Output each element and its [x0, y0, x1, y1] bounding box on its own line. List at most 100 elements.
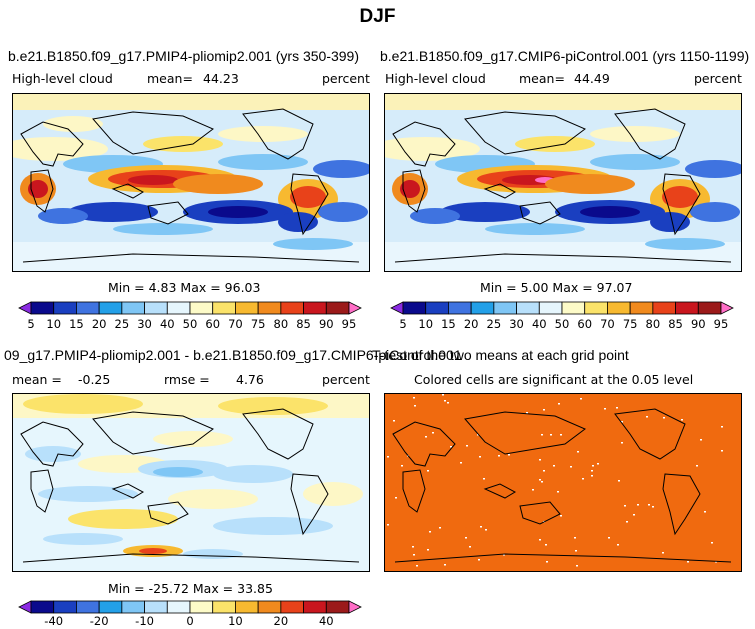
colorbar-segment: [470, 301, 495, 315]
colorbar-tick-label: 0: [186, 614, 194, 628]
colorbar-tick-label: 40: [318, 614, 334, 628]
colorbar-tick-label: 60: [577, 317, 593, 331]
colorbar-tick-label: 10: [418, 317, 434, 331]
colorbar-segment: [303, 600, 327, 614]
panel-2-units: percent: [694, 71, 742, 86]
nonsignificant-cell: [508, 454, 510, 456]
colorbar-segment: [76, 301, 100, 315]
nonsignificant-cell: [478, 559, 480, 561]
nonsignificant-cell: [543, 470, 545, 472]
nonsignificant-cell: [553, 465, 555, 467]
nonsignificant-cell: [466, 445, 468, 447]
panel-4-subtitle: Colored cells are significant at the 0.0…: [414, 372, 694, 387]
colorbar-segment: [257, 301, 282, 315]
colorbar-segment: [425, 301, 449, 315]
nonsignificant-cell: [541, 481, 543, 483]
colorbar-tick-label: 30: [137, 317, 152, 331]
nonsignificant-cell: [570, 466, 572, 468]
colorbar-segment: [448, 301, 472, 315]
colorbar-tick-label: 30: [509, 317, 524, 331]
nonsignificant-cell: [447, 402, 449, 404]
colorbar-tick-label: 40: [159, 317, 175, 331]
colorbar-tick-label: 5: [27, 317, 35, 331]
nonsignificant-cell: [387, 456, 389, 458]
nonsignificant-cell: [560, 434, 562, 436]
nonsignificant-cell: [503, 554, 505, 556]
nonsignificant-cell: [591, 470, 593, 472]
colorbar-segment: [166, 600, 191, 614]
colorbar-tick-label: 15: [441, 317, 456, 331]
panel-1-title: b.e21.B1850.f09_g17.PMIP4-pliomip2.001 (…: [8, 48, 359, 64]
nonsignificant-cell: [416, 565, 418, 567]
panel-4-map: [384, 393, 742, 572]
panel-1-colorbar: [18, 301, 362, 315]
panel-1-colorbar-ticks: 5 10 15 20 25 30 40 50 60 70 75 80 85 90 95: [19, 317, 361, 331]
nonsignificant-cell: [626, 521, 628, 523]
colorbar-segment: [402, 301, 427, 315]
nonsignificant-cell: [624, 505, 626, 507]
colorbar-segment: [652, 301, 676, 315]
colorbar-segment: [189, 600, 214, 614]
panel-3-mean-value: -0.25: [78, 372, 111, 387]
colorbar-tick-label: 70: [600, 317, 615, 331]
colorbar-tick-label: 10: [46, 317, 62, 331]
panel-2-variable: High-level cloud: [385, 71, 486, 86]
nonsignificant-cell: [546, 561, 548, 563]
nonsignificant-cell: [395, 497, 397, 499]
nonsignificant-cell: [616, 407, 618, 409]
nonsignificant-cell: [576, 565, 578, 567]
nonsignificant-cell: [465, 537, 467, 539]
nonsignificant-cell: [700, 439, 702, 441]
colorbar-tick-label: 75: [250, 317, 266, 331]
panel-1-minmax: Min = 4.83 Max = 96.03: [108, 280, 261, 295]
nonsignificant-cell: [618, 480, 620, 482]
panel-4-title: T-test of the two means at each grid poi…: [372, 347, 629, 363]
colorbar-tick-label: -40: [44, 614, 64, 628]
colorbar-segment: [607, 301, 631, 315]
colorbar-segment: [53, 600, 77, 614]
colorbar-tick-label: 50: [554, 317, 570, 331]
figure-title: DJF: [359, 6, 396, 27]
nonsignificant-cell: [560, 515, 562, 517]
nonsignificant-cell: [663, 417, 665, 419]
nonsignificant-cell: [608, 537, 610, 539]
colorbar-tick-label: 5: [399, 317, 407, 331]
colorbar-segment: [516, 301, 540, 315]
nonsignificant-cell: [574, 537, 576, 539]
nonsignificant-cell: [557, 491, 559, 493]
nonsignificant-cell: [597, 463, 599, 465]
nonsignificant-cell: [526, 412, 528, 414]
nonsignificant-cell: [582, 478, 584, 480]
panel-2-map: [384, 93, 742, 272]
colorbar-segment: [280, 301, 304, 315]
colorbar-segment: [629, 301, 654, 315]
nonsignificant-cell: [387, 524, 389, 526]
nonsignificant-cell: [498, 455, 500, 457]
nonsignificant-cell: [469, 546, 471, 548]
nonsignificant-cell: [696, 465, 698, 467]
nonsignificant-cell: [414, 405, 416, 407]
colorbar-segment: [18, 600, 32, 614]
colorbar-segment: [325, 301, 350, 315]
colorbar-segment: [76, 600, 100, 614]
nonsignificant-cell: [637, 504, 639, 506]
panel-1-mean-label: mean=: [147, 71, 193, 86]
colorbar-segment: [697, 301, 722, 315]
nonsignificant-cell: [558, 403, 560, 405]
colorbar-segment: [166, 301, 191, 315]
nonsignificant-cell: [621, 442, 623, 444]
nonsignificant-cell: [485, 529, 487, 531]
nonsignificant-cell: [444, 564, 446, 566]
colorbar-segment: [121, 301, 145, 315]
colorbar-tick-label: 85: [668, 317, 683, 331]
colorbar-tick-label: 80: [273, 317, 289, 331]
colorbar-tick-label: 95: [713, 317, 729, 331]
nonsignificant-cell: [543, 409, 545, 411]
colorbar-segment: [390, 301, 404, 315]
colorbar-tick-label: 95: [341, 317, 357, 331]
panel-2-colorbar-ticks: 5 10 15 20 25 30 40 50 60 70 75 80 85 90 95: [391, 317, 733, 331]
nonsignificant-cell: [413, 397, 415, 399]
nonsignificant-cell: [681, 419, 683, 421]
colorbar-segment: [144, 600, 168, 614]
panel-3-minmax: Min = -25.72 Max = 33.85: [108, 581, 273, 596]
